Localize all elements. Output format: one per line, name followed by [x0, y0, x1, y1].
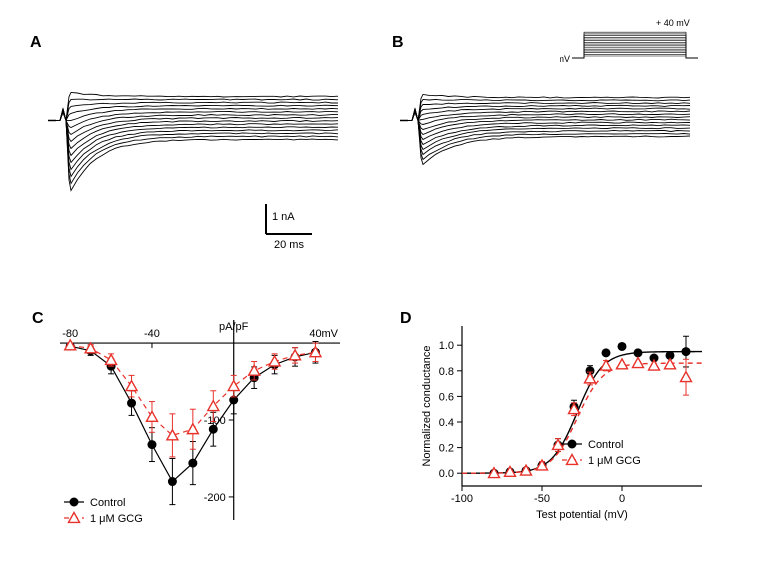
svg-text:mV: mV — [322, 328, 339, 340]
panel-b-traces — [400, 60, 692, 228]
svg-text:-80: -80 — [62, 328, 78, 340]
panel-d-activation-curve: -100 -50 0 0.0 0.2 0.4 0.6 0.8 1.0 Test potential… — [418, 320, 738, 550]
panel-c-label: C — [32, 310, 44, 328]
svg-text:1 nA: 1 nA — [272, 211, 295, 223]
panel-a-label: A — [30, 34, 42, 52]
svg-text:Control: Control — [90, 497, 125, 509]
svg-text:0: 0 — [619, 493, 625, 505]
svg-text:1 μM GCG: 1 μM GCG — [90, 513, 143, 525]
svg-text:-100: -100 — [451, 493, 473, 505]
voltage-protocol-inset: + 40 mV - 100 mV — [560, 18, 710, 64]
svg-text:-50: -50 — [534, 493, 550, 505]
svg-text:Test potential (mV): Test potential (mV) — [536, 509, 628, 521]
svg-text:40: 40 — [309, 328, 321, 340]
svg-text:-200: -200 — [204, 492, 226, 504]
svg-text:pA/pF: pA/pF — [219, 321, 249, 333]
svg-text:0.0: 0.0 — [439, 468, 454, 480]
svg-text:1 μM GCG: 1 μM GCG — [588, 455, 641, 467]
panel-d-label: D — [400, 310, 412, 328]
svg-text:- 100 mV: - 100 mV — [560, 54, 570, 64]
svg-text:0.2: 0.2 — [439, 443, 454, 455]
svg-text:0.4: 0.4 — [439, 417, 454, 429]
panel-b-label: B — [392, 34, 404, 52]
svg-text:0.6: 0.6 — [439, 391, 454, 403]
svg-text:Control: Control — [588, 439, 623, 451]
svg-text:20 ms: 20 ms — [274, 239, 304, 251]
svg-text:Normalized conductance: Normalized conductance — [421, 345, 433, 466]
svg-text:+ 40 mV: + 40 mV — [656, 18, 690, 28]
svg-text:0.8: 0.8 — [439, 366, 454, 378]
svg-text:1.0: 1.0 — [439, 340, 454, 352]
panel-c-iv-curve: -80-4040mV-200-100pA/pFControl1 μM GCG — [60, 320, 340, 550]
svg-text:-40: -40 — [144, 328, 160, 340]
scale-bar: 1 nA 20 ms — [262, 202, 362, 262]
